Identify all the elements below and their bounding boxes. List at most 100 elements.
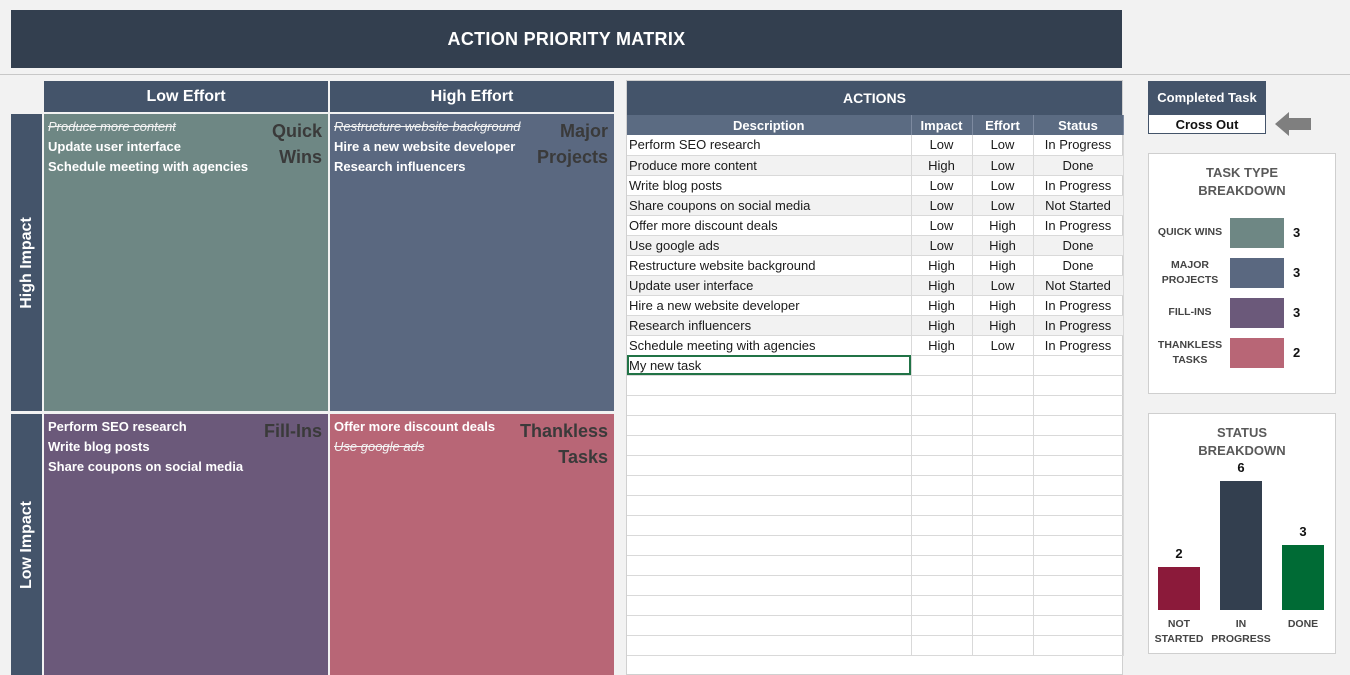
cell-description-editing[interactable]: My new task (627, 355, 912, 376)
cell-description[interactable]: Offer more discount deals (627, 215, 912, 236)
cell-description[interactable] (627, 415, 912, 436)
cell-effort[interactable]: High (972, 215, 1034, 236)
cell-status[interactable]: In Progress (1033, 215, 1124, 236)
cell-description[interactable] (627, 375, 912, 396)
cell-impact[interactable]: High (911, 255, 973, 276)
cell-effort[interactable] (972, 395, 1034, 416)
cell-impact[interactable] (911, 355, 973, 376)
cell-status[interactable]: Not Started (1033, 195, 1124, 216)
column-header-description[interactable]: Description (627, 115, 912, 135)
cell-description[interactable] (627, 615, 912, 636)
cell-effort[interactable] (972, 415, 1034, 436)
cell-effort[interactable] (972, 355, 1034, 376)
column-header-effort[interactable]: Effort (972, 115, 1034, 135)
cell-effort[interactable] (972, 375, 1034, 396)
cell-impact[interactable]: High (911, 335, 973, 356)
cell-effort[interactable]: Low (972, 335, 1034, 356)
cell-impact[interactable]: Low (911, 195, 973, 216)
cell-impact[interactable] (911, 555, 973, 576)
cell-description[interactable]: Schedule meeting with agencies (627, 335, 912, 356)
cell-status[interactable] (1033, 635, 1124, 656)
cell-effort[interactable] (972, 475, 1034, 496)
cell-impact[interactable] (911, 435, 973, 456)
quadrant-major-projects[interactable]: Restructure website background Hire a new… (330, 114, 614, 411)
cell-effort[interactable]: Low (972, 175, 1034, 196)
cell-status[interactable] (1033, 615, 1124, 636)
cell-description[interactable]: Research influencers (627, 315, 912, 336)
cell-impact[interactable]: Low (911, 235, 973, 256)
cell-effort[interactable] (972, 535, 1034, 556)
cell-status[interactable]: In Progress (1033, 135, 1124, 156)
cell-impact[interactable] (911, 375, 973, 396)
cell-status[interactable]: In Progress (1033, 295, 1124, 316)
cell-impact[interactable] (911, 495, 973, 516)
cell-impact[interactable]: High (911, 155, 973, 176)
column-header-impact[interactable]: Impact (911, 115, 973, 135)
cell-impact[interactable]: High (911, 315, 973, 336)
cell-description[interactable]: Use google ads (627, 235, 912, 256)
cell-description[interactable] (627, 475, 912, 496)
cell-effort[interactable] (972, 615, 1034, 636)
cell-description[interactable]: Hire a new website developer (627, 295, 912, 316)
cell-description[interactable] (627, 555, 912, 576)
cell-impact[interactable]: Low (911, 135, 973, 156)
cell-effort[interactable]: Low (972, 195, 1034, 216)
column-header-status[interactable]: Status (1033, 115, 1124, 135)
cell-effort[interactable] (972, 575, 1034, 596)
cell-impact[interactable] (911, 615, 973, 636)
cell-status[interactable] (1033, 575, 1124, 596)
cell-status[interactable]: Done (1033, 235, 1124, 256)
cell-impact[interactable] (911, 455, 973, 476)
cell-description[interactable] (627, 455, 912, 476)
cell-effort[interactable] (972, 455, 1034, 476)
cell-effort[interactable] (972, 435, 1034, 456)
quadrant-fill-ins[interactable]: Perform SEO research Write blog posts Shar… (44, 414, 328, 675)
cell-impact[interactable]: Low (911, 215, 973, 236)
cell-status[interactable]: In Progress (1033, 175, 1124, 196)
cell-effort[interactable]: High (972, 235, 1034, 256)
cell-status[interactable]: Done (1033, 255, 1124, 276)
cell-effort[interactable]: Low (972, 275, 1034, 296)
quadrant-thankless-tasks[interactable]: Offer more discount deals Use google ads … (330, 414, 614, 675)
cell-impact[interactable] (911, 475, 973, 496)
cell-effort[interactable] (972, 555, 1034, 576)
cell-status[interactable] (1033, 375, 1124, 396)
cell-impact[interactable] (911, 595, 973, 616)
cell-description[interactable]: Perform SEO research (627, 135, 912, 156)
cell-status[interactable]: In Progress (1033, 335, 1124, 356)
cell-description[interactable] (627, 635, 912, 656)
cell-effort[interactable] (972, 595, 1034, 616)
cell-description[interactable]: Produce more content (627, 155, 912, 176)
cell-status[interactable] (1033, 435, 1124, 456)
cell-description[interactable] (627, 435, 912, 456)
cell-status[interactable] (1033, 515, 1124, 536)
cell-status[interactable]: Done (1033, 155, 1124, 176)
cell-impact[interactable] (911, 635, 973, 656)
cell-effort[interactable]: High (972, 255, 1034, 276)
cell-effort[interactable]: Low (972, 155, 1034, 176)
cell-description[interactable] (627, 575, 912, 596)
cell-description[interactable]: Write blog posts (627, 175, 912, 196)
cell-impact[interactable]: High (911, 295, 973, 316)
cell-effort[interactable] (972, 515, 1034, 536)
cell-status[interactable] (1033, 475, 1124, 496)
cell-description[interactable]: Update user interface (627, 275, 912, 296)
cell-status[interactable] (1033, 395, 1124, 416)
cell-description[interactable]: Restructure website background (627, 255, 912, 276)
cell-status[interactable] (1033, 415, 1124, 436)
cell-impact[interactable] (911, 415, 973, 436)
cell-status[interactable]: In Progress (1033, 315, 1124, 336)
cell-effort[interactable]: Low (972, 135, 1034, 156)
cell-description[interactable] (627, 515, 912, 536)
cell-impact[interactable]: Low (911, 175, 973, 196)
completed-task-style-select[interactable]: Cross Out (1148, 114, 1266, 134)
cell-impact[interactable] (911, 395, 973, 416)
cell-status[interactable] (1033, 495, 1124, 516)
cell-impact[interactable]: High (911, 275, 973, 296)
cell-effort[interactable] (972, 635, 1034, 656)
cell-status[interactable] (1033, 355, 1124, 376)
quadrant-quick-wins[interactable]: Produce more content Update user interfac… (44, 114, 328, 411)
cell-status[interactable] (1033, 455, 1124, 476)
cell-effort[interactable] (972, 495, 1034, 516)
cell-description[interactable] (627, 595, 912, 616)
